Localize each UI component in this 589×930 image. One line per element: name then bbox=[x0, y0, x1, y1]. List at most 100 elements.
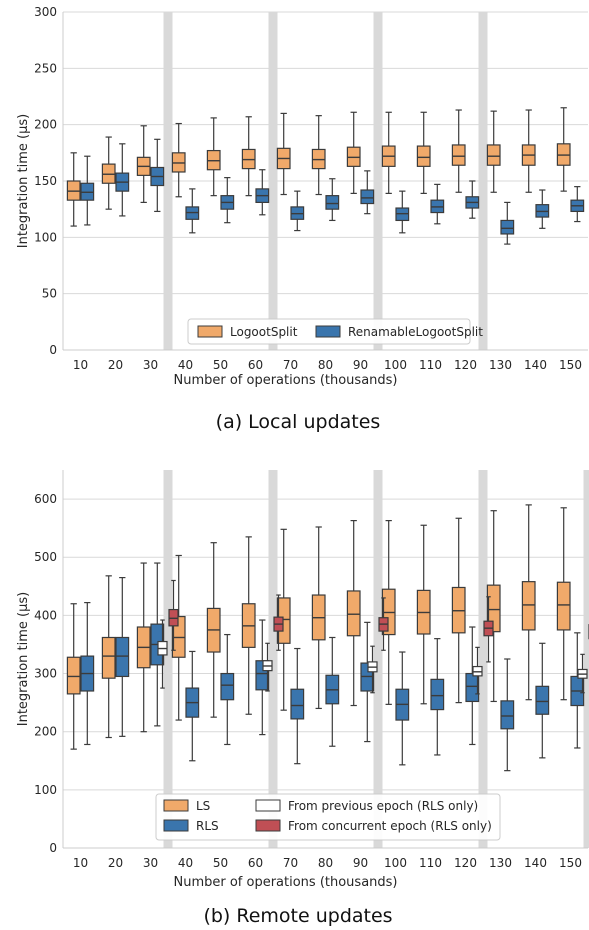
x-tick-label: 90 bbox=[353, 358, 368, 372]
x-tick-label: 10 bbox=[73, 856, 88, 870]
box-rls-60 bbox=[255, 619, 270, 736]
box-body bbox=[451, 144, 466, 166]
box-body bbox=[115, 636, 130, 678]
box-rls-140 bbox=[535, 642, 550, 759]
y-tick-label: 50 bbox=[42, 287, 57, 301]
box-epoch-previous-60 bbox=[262, 642, 273, 692]
box-body bbox=[325, 195, 340, 210]
x-tick-label: 50 bbox=[213, 358, 228, 372]
box-logootsplit-40 bbox=[171, 122, 186, 198]
box-logootsplit-150 bbox=[556, 107, 571, 192]
box-ls-60 bbox=[241, 536, 256, 715]
epoch-band bbox=[583, 470, 589, 848]
box-epoch-previous-90 bbox=[367, 645, 378, 694]
box-ls-110 bbox=[416, 524, 431, 705]
x-tick-label: 60 bbox=[248, 856, 263, 870]
y-tick-label: 100 bbox=[34, 230, 57, 244]
x-tick-label: 130 bbox=[489, 856, 512, 870]
box-ls-50 bbox=[206, 542, 221, 718]
x-tick-label: 60 bbox=[248, 358, 263, 372]
box-renamablelogootsplit-50 bbox=[220, 177, 235, 224]
box-body bbox=[101, 636, 116, 679]
box-renamablelogootsplit-120 bbox=[465, 180, 480, 219]
y-tick-label: 0 bbox=[49, 841, 57, 855]
x-tick-label: 40 bbox=[178, 358, 193, 372]
y-tick-label: 150 bbox=[34, 174, 57, 188]
box-logootsplit-10 bbox=[66, 152, 81, 227]
epoch-band bbox=[478, 12, 488, 350]
x-tick-label: 150 bbox=[559, 358, 582, 372]
legend-label: RenamableLogootSplit bbox=[348, 325, 483, 339]
epoch-band bbox=[163, 470, 173, 848]
box-logootsplit-140 bbox=[521, 109, 536, 193]
box-epoch-concurrent-120 bbox=[483, 596, 494, 663]
box-logootsplit-20 bbox=[101, 136, 116, 210]
box-body bbox=[416, 145, 431, 167]
legend-swatch bbox=[163, 819, 189, 832]
legend-swatch bbox=[255, 819, 281, 832]
legend: LogootSplit RenamableLogootSplit bbox=[187, 318, 483, 345]
y-tick-label: 400 bbox=[34, 608, 57, 622]
x-tick-label: 120 bbox=[454, 358, 477, 372]
x-tick-label: 90 bbox=[353, 856, 368, 870]
box-body bbox=[66, 656, 81, 695]
box-body bbox=[500, 700, 515, 730]
epoch-band bbox=[268, 470, 278, 848]
box-logootsplit-50 bbox=[206, 117, 221, 197]
box-body bbox=[500, 219, 515, 235]
x-tick-label: 70 bbox=[283, 358, 298, 372]
box-logootsplit-70 bbox=[276, 112, 291, 196]
box-body bbox=[465, 672, 480, 703]
box-renamablelogootsplit-90 bbox=[360, 170, 375, 215]
box-rls-110 bbox=[430, 638, 445, 756]
legend-frame bbox=[155, 793, 501, 841]
y-tick-label: 200 bbox=[34, 725, 57, 739]
box-ls-120 bbox=[451, 517, 466, 704]
box-renamablelogootsplit-30 bbox=[150, 138, 165, 213]
legend-swatch bbox=[315, 325, 341, 338]
box-epoch-previous-120 bbox=[472, 646, 483, 695]
box-epoch-concurrent-30 bbox=[168, 579, 179, 651]
box-ls-100 bbox=[381, 519, 396, 705]
x-tick-label: 20 bbox=[108, 856, 123, 870]
box-rls-20 bbox=[115, 576, 130, 737]
box-logootsplit-90 bbox=[346, 111, 361, 194]
figure-caption: (a) Local updates bbox=[216, 411, 381, 433]
box-renamablelogootsplit-80 bbox=[325, 178, 340, 222]
x-tick-label: 70 bbox=[283, 856, 298, 870]
box-renamablelogootsplit-140 bbox=[535, 189, 550, 229]
box-rls-120 bbox=[465, 626, 480, 746]
box-rls-80 bbox=[325, 636, 340, 747]
box-renamablelogootsplit-40 bbox=[185, 188, 200, 234]
epoch-band bbox=[268, 12, 278, 350]
legend-swatch bbox=[255, 799, 281, 812]
x-axis-title: Number of operations (thousands) bbox=[173, 875, 397, 890]
x-tick-label: 100 bbox=[384, 358, 407, 372]
x-axis-title: Number of operations (thousands) bbox=[173, 373, 397, 388]
chart-2: 0 100 200 300 400 500 600 10 20 30 40 50 60 70 80 90 100… bbox=[16, 470, 589, 927]
x-tick-label: 80 bbox=[318, 358, 333, 372]
epoch-band bbox=[478, 470, 488, 848]
box-logootsplit-80 bbox=[311, 115, 326, 196]
box-body bbox=[535, 685, 550, 715]
box-ls-80 bbox=[311, 526, 326, 710]
box-ls-10 bbox=[66, 603, 81, 750]
box-logootsplit-110 bbox=[416, 111, 431, 194]
legend-label: From concurrent epoch (RLS only) bbox=[288, 819, 492, 833]
box-rls-10 bbox=[80, 601, 95, 746]
x-tick-label: 30 bbox=[143, 358, 158, 372]
legend: LS RLS From previous epoch (RLS only) From … bbox=[155, 793, 501, 841]
box-logootsplit-130 bbox=[486, 110, 501, 193]
box-logootsplit-120 bbox=[451, 109, 466, 193]
epoch-band bbox=[373, 12, 383, 350]
box-logootsplit-100 bbox=[381, 111, 396, 194]
box-body bbox=[360, 189, 375, 205]
y-tick-label: 600 bbox=[34, 492, 57, 506]
x-tick-label: 130 bbox=[489, 358, 512, 372]
box-ls-130 bbox=[486, 510, 501, 703]
y-tick-label: 300 bbox=[34, 5, 57, 19]
legend-swatch bbox=[197, 325, 223, 338]
legend-label: LS bbox=[196, 799, 210, 813]
x-tick-label: 10 bbox=[73, 358, 88, 372]
x-tick-label: 30 bbox=[143, 856, 158, 870]
